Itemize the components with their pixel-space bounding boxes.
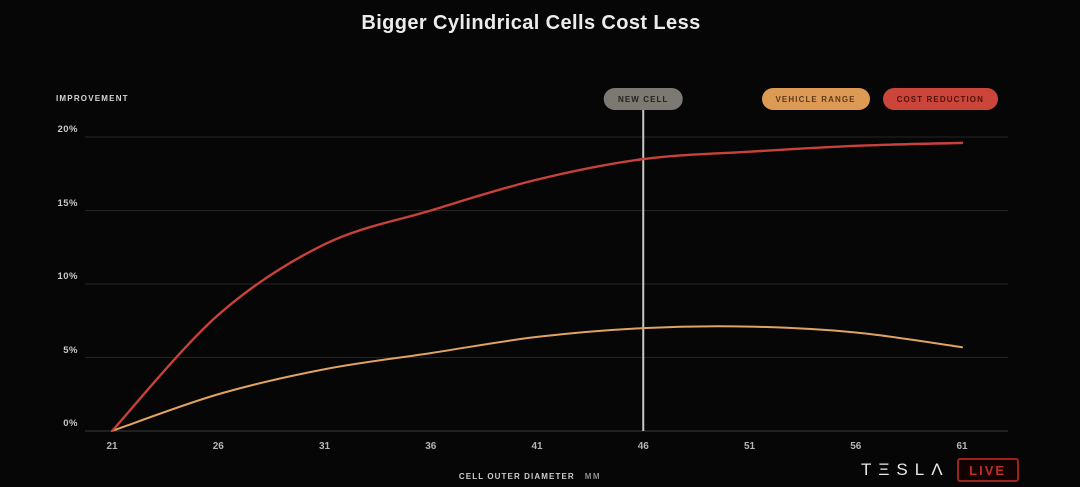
legend-vehicle-range-badge: VEHICLE RANGE bbox=[761, 88, 870, 110]
live-badge: LIVE bbox=[956, 458, 1019, 482]
y-axis-title: IMPROVEMENT bbox=[56, 94, 129, 103]
new-cell-annotation-label: NEW CELL bbox=[617, 94, 669, 104]
tesla-live-branding: TΞSLΛ LIVE bbox=[861, 458, 1019, 482]
x-tick-label: 41 bbox=[531, 441, 543, 452]
y-tick-label: 0% bbox=[63, 418, 78, 429]
x-tick-label: 26 bbox=[212, 441, 224, 452]
legend-cost-reduction-badge: COST REDUCTION bbox=[882, 88, 998, 110]
legend-cost-reduction-label: COST REDUCTION bbox=[896, 94, 984, 104]
x-axis-title: CELL OUTER DIAMETER MM bbox=[0, 472, 1060, 481]
chart-title: Bigger Cylindrical Cells Cost Less bbox=[361, 12, 701, 34]
y-tick-label: 15% bbox=[57, 197, 78, 209]
x-tick-label: 31 bbox=[318, 441, 331, 452]
x-tick-label: 61 bbox=[956, 441, 968, 452]
x-tick-label: 21 bbox=[106, 441, 118, 452]
tesla-wordmark-icon: TΞSLΛ bbox=[861, 460, 950, 479]
series-line-1 bbox=[110, 141, 964, 433]
x-tick-label: 51 bbox=[743, 441, 756, 452]
new-cell-annotation-badge: NEW CELL bbox=[603, 88, 683, 110]
y-tick-label: 10% bbox=[57, 271, 78, 282]
x-tick-label: 46 bbox=[637, 441, 649, 452]
legend-vehicle-range-label: VEHICLE RANGE bbox=[775, 94, 856, 104]
x-axis-unit: MM bbox=[584, 472, 602, 481]
y-tick-label: 20% bbox=[57, 124, 78, 135]
x-axis-title-text: CELL OUTER DIAMETER bbox=[458, 472, 575, 481]
y-tick-label: 5% bbox=[63, 344, 78, 356]
x-tick-label: 36 bbox=[425, 441, 437, 452]
chart-legend: VEHICLE RANGE COST REDUCTION bbox=[761, 88, 998, 110]
series-line-0 bbox=[111, 325, 963, 432]
x-tick-label: 56 bbox=[850, 441, 862, 452]
